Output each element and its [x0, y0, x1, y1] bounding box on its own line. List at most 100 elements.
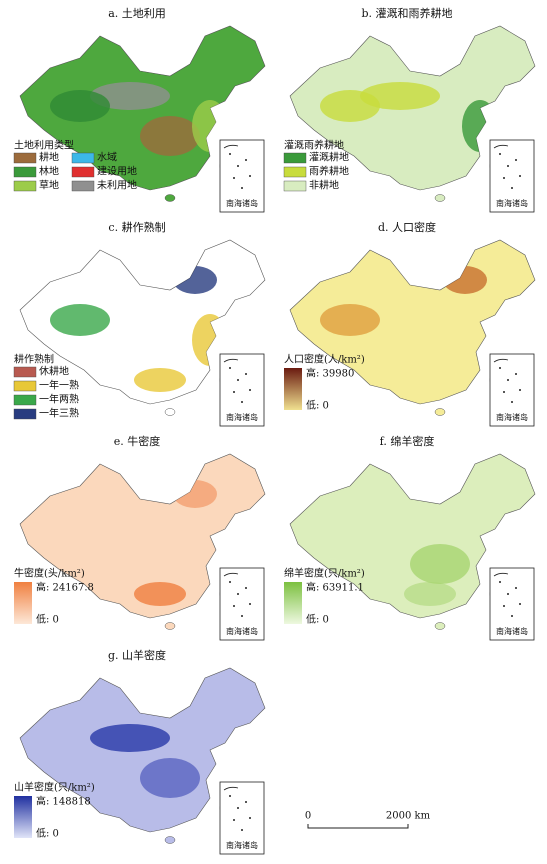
scale-line [307, 824, 409, 829]
legend-swatch [71, 166, 95, 178]
legend-title: 耕作熟制 [14, 353, 54, 366]
map-patch [140, 758, 200, 798]
inset-frame [219, 353, 265, 427]
panel-title: d. 人口密度 [378, 220, 436, 234]
map-patch [320, 304, 380, 336]
island [507, 379, 509, 381]
legend-label: 雨养耕地 [309, 165, 349, 178]
island [503, 177, 505, 179]
map-patch [404, 582, 456, 606]
legend-label: 一年两熟 [39, 393, 79, 406]
legend-label: 一年一熟 [39, 379, 79, 392]
island [249, 603, 251, 605]
island [515, 159, 517, 161]
inset: 南海诸岛 [489, 353, 535, 427]
island [515, 373, 517, 375]
legend-label: 林地 [39, 165, 59, 178]
island [507, 165, 509, 167]
island [249, 389, 251, 391]
legend-swatch [71, 180, 95, 192]
island [237, 379, 239, 381]
inset-frame [489, 139, 535, 213]
island [229, 367, 231, 369]
hainan [164, 622, 176, 630]
legend-title: 灌溉雨养耕地 [284, 139, 344, 152]
island [233, 819, 235, 821]
island [503, 605, 505, 607]
island [249, 175, 251, 177]
legend-label: 水域 [97, 151, 117, 164]
island [499, 367, 501, 369]
hainan [434, 194, 446, 202]
inset-frame [489, 353, 535, 427]
map-patch [50, 304, 110, 336]
legend-ramp [14, 796, 32, 838]
panel-title: e. 牛密度 [114, 434, 161, 448]
inset-label: 南海诸岛 [496, 198, 528, 208]
legend-label: 未利用地 [97, 179, 137, 192]
map-patch [320, 90, 380, 122]
island [499, 581, 501, 583]
legend-low: 低: 0 [306, 399, 329, 412]
island [233, 177, 235, 179]
legend-high: 高: 39980 [306, 367, 354, 380]
map-patch [173, 266, 217, 294]
island [237, 807, 239, 809]
island [241, 615, 243, 617]
hainan [434, 622, 446, 630]
legend: 人口密度(人/km²)高: 39980 低: 0 [284, 353, 365, 412]
island [511, 187, 513, 189]
legend-title: 山羊密度(只/km²) [14, 781, 95, 794]
patches [90, 724, 200, 798]
inset-coast [493, 358, 509, 363]
legend-swatch [13, 394, 37, 406]
inset-coast [493, 572, 509, 577]
island [237, 165, 239, 167]
inset-coast [223, 572, 239, 577]
inset-frame [219, 139, 265, 213]
legend-label: 休耕地 [39, 365, 69, 378]
map [19, 25, 266, 202]
legend-swatch [13, 408, 37, 420]
inset: 南海诸岛 [219, 567, 265, 641]
island [507, 593, 509, 595]
panel-title: c. 耕作熟制 [108, 220, 165, 234]
legend-swatch [13, 166, 37, 178]
map-patch [134, 582, 186, 606]
legend-swatch [13, 180, 37, 192]
scale-end: 2000 km [386, 811, 431, 822]
legend-label: 一年三熟 [39, 407, 79, 420]
island [245, 587, 247, 589]
inset-coast [223, 144, 239, 149]
legend-swatch [13, 366, 37, 378]
legend-swatch [13, 152, 37, 164]
island [503, 391, 505, 393]
island [519, 175, 521, 177]
inset: 南海诸岛 [219, 781, 265, 855]
legend-ramp [284, 368, 302, 410]
legend-low: 低: 0 [36, 613, 59, 626]
legend-label: 非耕地 [309, 179, 339, 192]
island [229, 795, 231, 797]
island [515, 587, 517, 589]
island [519, 603, 521, 605]
legend: 绵羊密度(只/km²)高: 63911.1 低: 0 [284, 567, 365, 626]
scale-start: 0 [305, 811, 311, 822]
inset-label: 南海诸岛 [496, 626, 528, 636]
island [245, 801, 247, 803]
island [499, 153, 501, 155]
inset: 南海诸岛 [219, 353, 265, 427]
legend-high: 高: 63911.1 [306, 581, 364, 594]
map-patch [134, 368, 186, 392]
panel-title: b. 灌溉和雨养耕地 [361, 6, 452, 20]
inset: 南海诸岛 [489, 567, 535, 641]
inset: 南海诸岛 [219, 139, 265, 213]
legend-low: 低: 0 [36, 827, 59, 840]
map-patch [50, 90, 110, 122]
